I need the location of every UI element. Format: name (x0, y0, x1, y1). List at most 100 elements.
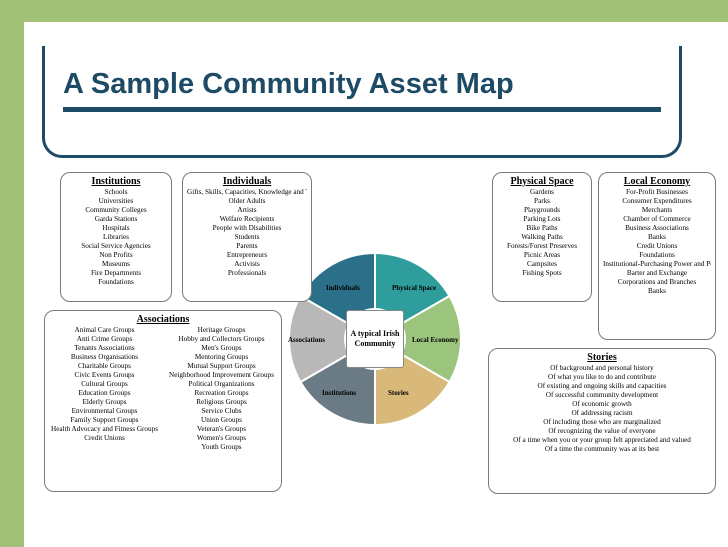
list-item: Anti Crime Groups (49, 335, 160, 344)
list-item: Barter and Exchange (603, 269, 711, 278)
list-item: Animal Care Groups (49, 326, 160, 335)
list-item: Of what you like to do and contribute (493, 373, 711, 382)
pie-center-label: A typical Irish Community (346, 310, 404, 368)
list-item: Students (187, 233, 307, 242)
box-title-physical_space: Physical Space (497, 176, 587, 187)
title-frame: A Sample Community Asset Map (42, 46, 682, 158)
pie-label-local_economy: Local Economy (412, 336, 458, 344)
list-item: Institutional-Purchasing Power and Perso… (603, 260, 711, 269)
pie-label-stories: Stories (388, 389, 409, 397)
list-item: Elderly Groups (49, 398, 160, 407)
list-item: Of background and personal history (493, 364, 711, 373)
list-item: Political Organizations (166, 380, 277, 389)
list-item: Of economic growth (493, 400, 711, 409)
list-item: Parking Lots (497, 215, 587, 224)
list-item: Consumer Expenditures (603, 197, 711, 206)
left-accent-bar (0, 0, 24, 547)
list-item: Banks (603, 287, 711, 296)
list-item: Parks (497, 197, 587, 206)
list-item: Older Adults (187, 197, 307, 206)
list-item: Of recognizing the value of everyone (493, 427, 711, 436)
box-physical_space: Physical SpaceGardensParksPlaygroundsPar… (492, 172, 592, 302)
box-items-local_economy: For-Profit BusinessesConsumer Expenditur… (603, 188, 711, 296)
list-item: Chamber of Commerce (603, 215, 711, 224)
list-item: Mentoring Groups (166, 353, 277, 362)
list-item: Recreation Groups (166, 389, 277, 398)
list-item: Of existing and ongoing skills and capac… (493, 382, 711, 391)
list-item: For-Profit Businesses (603, 188, 711, 197)
list-item: Professionals (187, 269, 307, 278)
list-item: Picnic Areas (497, 251, 587, 260)
list-item: Universities (65, 197, 167, 206)
list-item: Foundations (65, 278, 167, 287)
list-item: Men's Groups (166, 344, 277, 353)
pie-label-associations: Associations (288, 336, 325, 344)
list-item: Of a time the community was at its best (493, 445, 711, 454)
list-item: Union Groups (166, 416, 277, 425)
list-item: Cultural Groups (49, 380, 160, 389)
list-item: Social Service Agencies (65, 242, 167, 251)
list-item: Activists (187, 260, 307, 269)
pie-label-institutions: Institutions (322, 389, 356, 397)
box-individuals: IndividualsGifts, Skills, Capacities, Kn… (182, 172, 312, 302)
list-item: People with Disabilities (187, 224, 307, 233)
list-item: Foundations (603, 251, 711, 260)
list-item: Veteran's Groups (166, 425, 277, 434)
list-item: Corporations and Branches (603, 278, 711, 287)
list-item: Civic Events Groups (49, 371, 160, 380)
pie-label-individuals: Individuals (326, 284, 360, 292)
list-item: Credit Unions (49, 434, 160, 443)
box-items-individuals: Gifts, Skills, Capacities, Knowledge and… (187, 188, 307, 278)
list-item: Environmental Groups (49, 407, 160, 416)
top-accent-bar (0, 0, 728, 22)
list-item: Tenants Associations (49, 344, 160, 353)
page-title: A Sample Community Asset Map (63, 68, 661, 101)
box-items-physical_space: GardensParksPlaygroundsParking LotsBike … (497, 188, 587, 278)
title-underline (63, 107, 661, 112)
diagram-content: A typical Irish Community Physical Space… (42, 172, 710, 532)
box-title-individuals: Individuals (187, 176, 307, 187)
box-associations: AssociationsAnimal Care GroupsAnti Crime… (44, 310, 282, 492)
list-item: Bike Paths (497, 224, 587, 233)
list-item: Welfare Recipients (187, 215, 307, 224)
box-items-stories: Of background and personal historyOf wha… (493, 364, 711, 454)
box-title-stories: Stories (493, 352, 711, 363)
list-item: Neighborhood Improvement Groups (166, 371, 277, 380)
list-item: Of addressing racism (493, 409, 711, 418)
list-item: Gardens (497, 188, 587, 197)
list-item: Playgrounds (497, 206, 587, 215)
list-item: Heritage Groups (166, 326, 277, 335)
list-item: Health Advocacy and Fitness Groups (49, 425, 160, 434)
list-item: Community Colleges (65, 206, 167, 215)
list-item: Religious Groups (166, 398, 277, 407)
list-item: Women's Groups (166, 434, 277, 443)
list-item: Hobby and Collectors Groups (166, 335, 277, 344)
list-item: Non Profits (65, 251, 167, 260)
box-local_economy: Local EconomyFor-Profit BusinessesConsum… (598, 172, 716, 340)
box-title-institutions: Institutions (65, 176, 167, 187)
box-stories: StoriesOf background and personal histor… (488, 348, 716, 494)
list-item: Parents (187, 242, 307, 251)
list-item: Libraries (65, 233, 167, 242)
list-item: Banks (603, 233, 711, 242)
list-item: Business Organisations (49, 353, 160, 362)
pie-label-physical_space: Physical Space (392, 284, 436, 292)
box-title-local_economy: Local Economy (603, 176, 711, 187)
list-item: Fire Departments (65, 269, 167, 278)
list-item: Fishing Spots (497, 269, 587, 278)
list-item: Charitable Groups (49, 362, 160, 371)
list-item: Campsites (497, 260, 587, 269)
list-item: Merchants (603, 206, 711, 215)
list-item: Of a time when you or your group felt ap… (493, 436, 711, 445)
box-title-associations: Associations (49, 314, 277, 325)
list-item: Entrepreneurs (187, 251, 307, 260)
list-item: Education Groups (49, 389, 160, 398)
list-item: Service Clubs (166, 407, 277, 416)
list-item: Of including those who are marginalized (493, 418, 711, 427)
list-item: Artists (187, 206, 307, 215)
list-item: Family Support Groups (49, 416, 160, 425)
list-item: Gifts, Skills, Capacities, Knowledge and… (187, 188, 307, 197)
box-institutions: InstitutionsSchoolsUniversitiesCommunity… (60, 172, 172, 302)
list-item: Hospitals (65, 224, 167, 233)
box-items-associations: Animal Care GroupsAnti Crime GroupsTenan… (49, 326, 277, 452)
